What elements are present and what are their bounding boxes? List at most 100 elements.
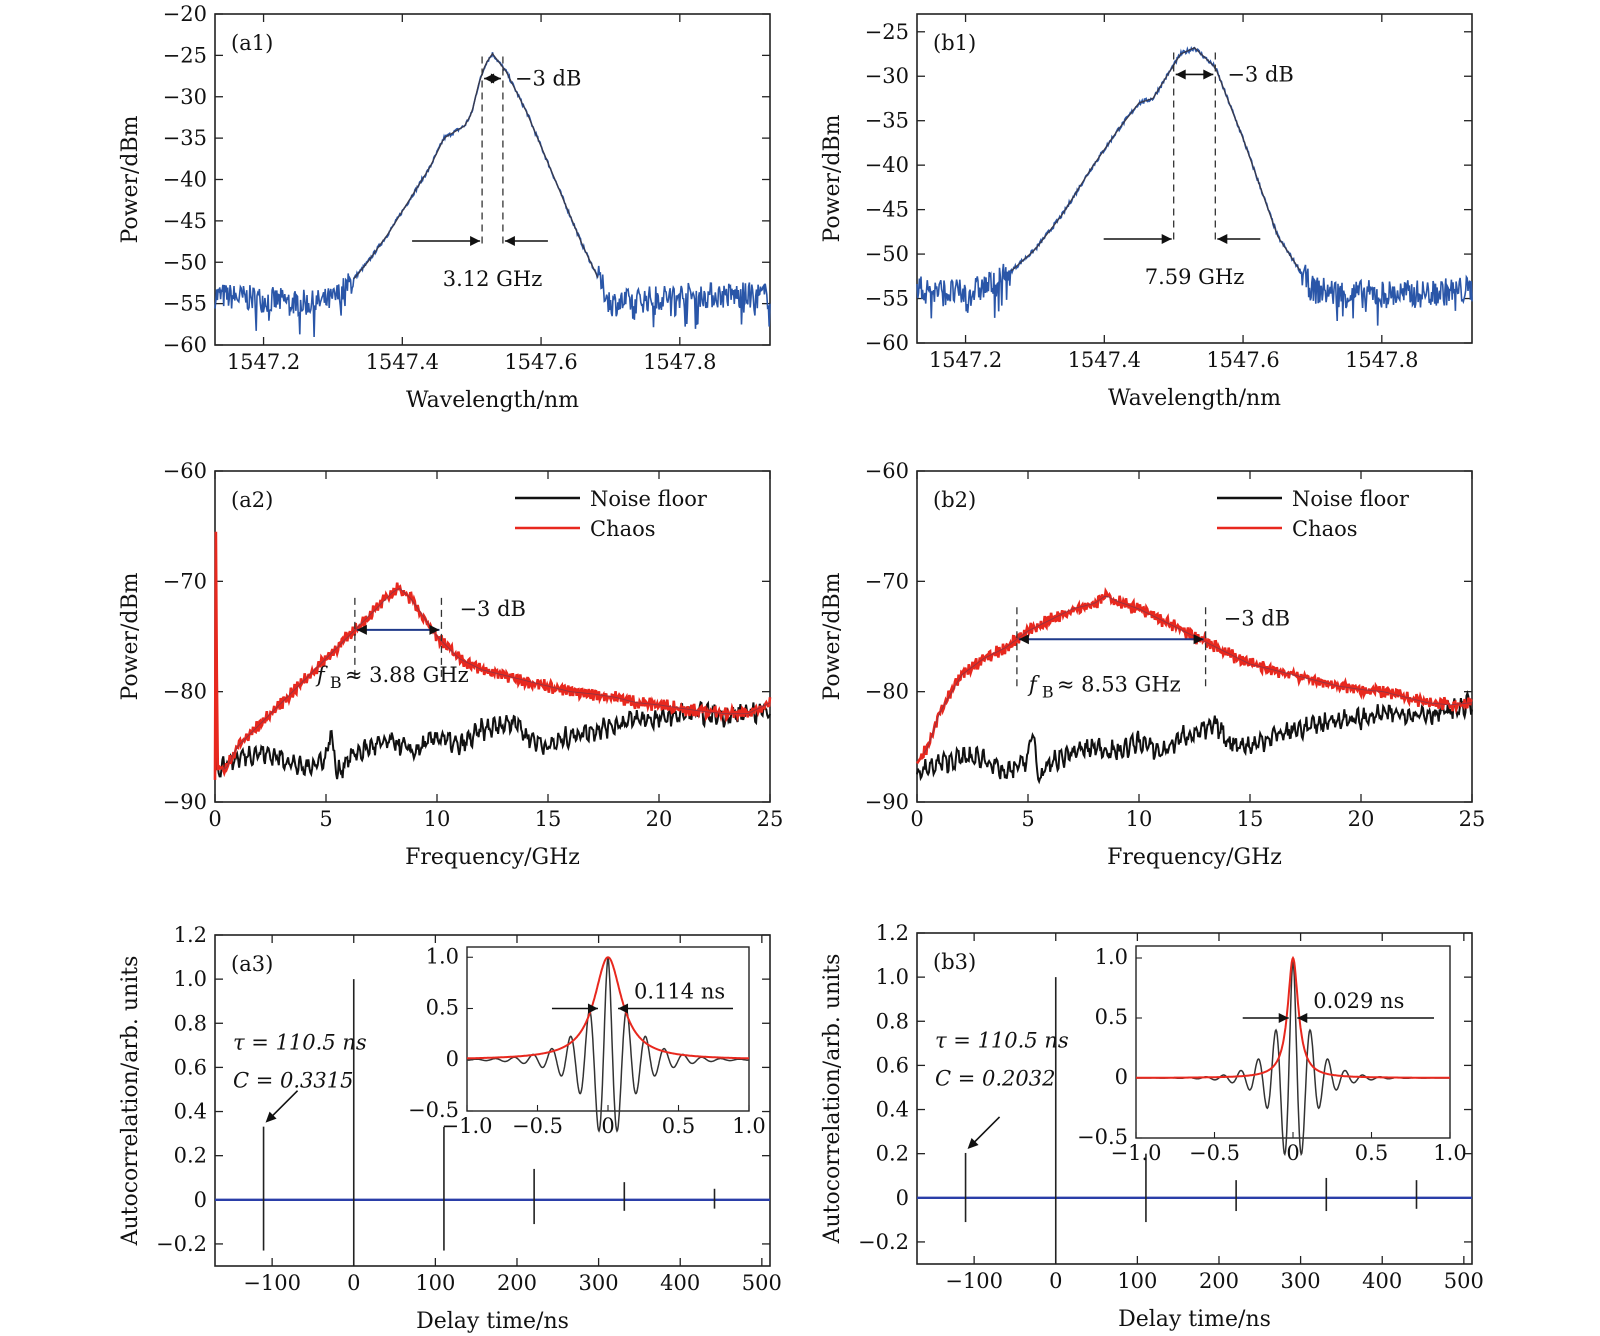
arrow-head (265, 1111, 277, 1123)
inset-x-tick-label: 1.0 (1433, 1141, 1466, 1165)
arrow-head (490, 73, 501, 84)
x-tick-label: −100 (945, 1269, 1003, 1293)
inset-x-tick-label: 0.5 (662, 1114, 695, 1138)
y-tick-label: −80 (865, 680, 909, 704)
arrow-head (356, 624, 367, 635)
panel-b1: 1547.2 1547.4 1547.6 1547.8 −60 −55 −50 −45 −40 −… (820, 13, 1473, 411)
arrow-head (1018, 634, 1029, 645)
x-tick-label: −100 (243, 1271, 301, 1295)
x-axis-label: Delay time/ns (416, 1309, 569, 1334)
inset-y-tick-label: 0 (1115, 1065, 1128, 1089)
legend-label-chaos: Chaos (1292, 517, 1358, 541)
inset-envelope-trace (467, 956, 749, 1060)
x-axis-label: Delay time/ns (1118, 1307, 1271, 1332)
y-tick-label: −60 (163, 333, 207, 357)
y-tick-label: −90 (163, 790, 207, 814)
x-tick-label: 300 (579, 1271, 619, 1295)
chaos-core-line (221, 587, 771, 770)
inset-width-label: 0.114 ns (634, 980, 725, 1004)
panel-label: (b1) (933, 31, 976, 55)
db-label: −3 dB (459, 597, 526, 621)
y-tick-label: −25 (163, 43, 207, 67)
x-tick-label: 300 (1281, 1269, 1321, 1293)
plot-frame (916, 13, 1473, 344)
y-tick-label: 0.2 (174, 1144, 207, 1168)
x-tick-label: 0 (1049, 1269, 1062, 1293)
y-tick-label: −50 (865, 242, 909, 266)
fb-value: ≈ 8.53 GHz (1057, 672, 1181, 696)
fb-symbol: f (1027, 672, 1040, 696)
db-label: −3 dB (515, 67, 582, 91)
panel-label: (b2) (933, 488, 976, 512)
tau-label: τ = 110.5 ns (233, 1031, 367, 1055)
x-tick-label: 1547.8 (1345, 348, 1418, 372)
y-tick-label: 0.6 (876, 1053, 909, 1077)
spectrum-line (214, 52, 771, 338)
x-tick-label: 15 (1237, 807, 1264, 831)
y-tick-label: 0.6 (174, 1055, 207, 1079)
inset-plot: −1.0 −0.5 0 0.5 1.0−0.500.51.00.114 ns (408, 944, 766, 1138)
inset-x-tick-label: 0 (1286, 1141, 1299, 1165)
y-tick-label: −40 (865, 153, 909, 177)
y-tick-label: 1.0 (174, 967, 207, 991)
inset-x-tick-label: 0 (601, 1114, 614, 1138)
db-label: −3 dB (1227, 62, 1294, 86)
panel-a1: 1547.2 1547.4 1547.6 1547.8 −60 −55 −50 −45 −40 −… (118, 2, 771, 413)
panel-b3: −100 0 100 200 300 400 500 −0.2 0 0.2 0.4 0.6 0.8 1.0… (820, 921, 1484, 1332)
y-axis-label: Autocorrelation/arb. units (820, 954, 845, 1245)
arrow-head (504, 236, 515, 246)
panel-b2: 0 5 10 15 20 25 −90 −80 −70 −60 Frequency/GHz Power… (820, 459, 1485, 870)
y-tick-label: 1.2 (174, 923, 207, 947)
plot-frame (916, 470, 1473, 803)
y-tick-label: −90 (865, 790, 909, 814)
inset-x-tick-label: 1.0 (732, 1114, 765, 1138)
x-axis-label: Frequency/GHz (1107, 845, 1282, 870)
arrow-head (1193, 634, 1204, 645)
x-tick-label: 1547.8 (643, 350, 716, 374)
y-tick-label: −60 (865, 331, 909, 355)
y-tick-label: −20 (163, 2, 207, 26)
legend-label-noise: Noise floor (1292, 487, 1410, 511)
x-tick-label: 100 (415, 1271, 455, 1295)
y-tick-label: 0 (896, 1186, 909, 1210)
x-tick-label: 200 (497, 1271, 537, 1295)
arrow-head (587, 1003, 598, 1014)
y-tick-label: −60 (163, 459, 207, 483)
linewidth-label: 7.59 GHz (1145, 265, 1245, 289)
c-label: C = 0.3315 (233, 1068, 354, 1092)
y-tick-label: −45 (865, 198, 909, 222)
y-tick-label: −0.2 (858, 1230, 909, 1254)
c-pointer-arrow (268, 1090, 299, 1120)
plot-frame (916, 932, 1473, 1265)
arrow-head (1161, 234, 1172, 244)
x-tick-label: 0 (347, 1271, 360, 1295)
inset-width-label: 0.029 ns (1313, 989, 1404, 1013)
arrow-head (429, 624, 440, 635)
x-axis-label: Frequency/GHz (405, 845, 580, 870)
x-tick-label: 1547.6 (504, 350, 577, 374)
x-tick-label: 20 (646, 807, 673, 831)
panel-label: (a3) (231, 952, 273, 976)
inset-y-tick-label: 1.0 (426, 944, 459, 968)
inset-y-tick-label: 0.5 (426, 996, 459, 1020)
spectrum-core-line (1010, 47, 1301, 272)
x-tick-label: 1547.6 (1206, 348, 1279, 372)
y-tick-label: −45 (163, 209, 207, 233)
y-tick-label: 1.0 (876, 965, 909, 989)
inset-envelope-trace (1136, 955, 1450, 1079)
y-tick-label: −60 (865, 459, 909, 483)
y-tick-label: 0.8 (174, 1011, 207, 1035)
chaos-trace (213, 531, 772, 780)
y-axis-label: Power/dBm (118, 115, 143, 243)
noise-floor-trace (916, 689, 1473, 785)
panel-a2: 0 5 10 15 20 25 −90 −80 −70 −60 Frequency/GHz Power… (118, 459, 783, 870)
x-tick-label: 500 (742, 1271, 782, 1295)
noise-floor-trace (214, 700, 771, 780)
inset-y-tick-label: −0.5 (408, 1098, 459, 1122)
x-tick-label: 400 (1362, 1269, 1402, 1293)
x-tick-label: 1547.2 (227, 350, 300, 374)
inset-y-tick-label: 0 (446, 1047, 459, 1071)
y-tick-label: −30 (865, 64, 909, 88)
x-tick-label: 10 (1126, 807, 1153, 831)
